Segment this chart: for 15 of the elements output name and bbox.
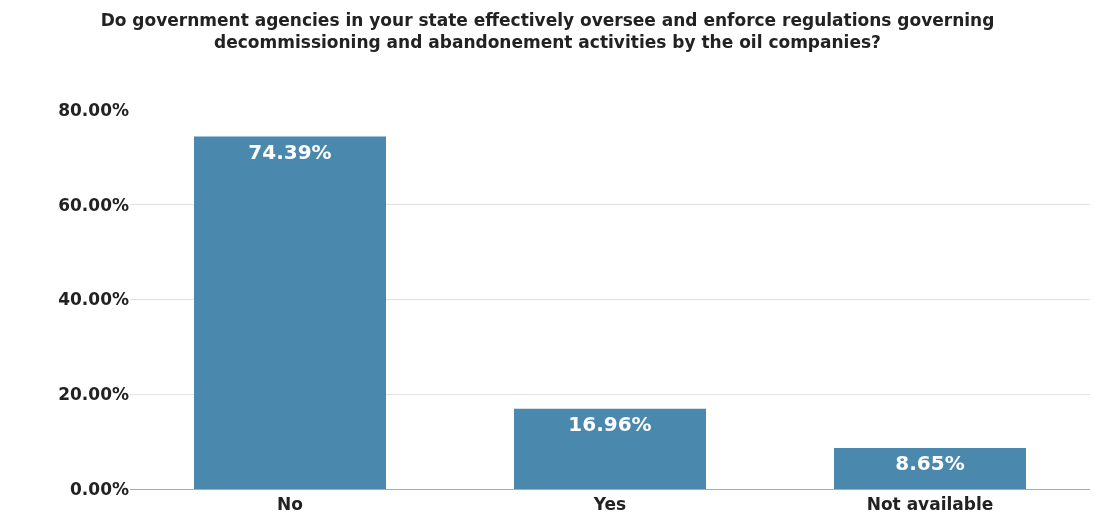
y-tick-label: 20.00% — [58, 384, 129, 405]
data-label: 74.39% — [248, 139, 332, 164]
y-tick-label: 0.00% — [70, 478, 129, 499]
bar — [514, 408, 706, 489]
chart-title: Do government agencies in your state effectively oversee and enforce regulations governing decommissioning and abandonement activities by the oil companies? — [100, 10, 995, 53]
bar — [194, 136, 386, 489]
y-tick-label: 40.00% — [58, 289, 129, 310]
data-label: 16.96% — [568, 411, 652, 436]
bar — [834, 448, 1026, 489]
x-tick-label: No — [277, 494, 303, 515]
y-tick-label: 80.00% — [58, 99, 129, 120]
x-tick-label: Not available — [866, 494, 994, 515]
data-label: 8.65% — [895, 451, 965, 476]
y-tick-label: 60.00% — [58, 194, 129, 215]
x-tick-label: Yes — [592, 494, 627, 515]
